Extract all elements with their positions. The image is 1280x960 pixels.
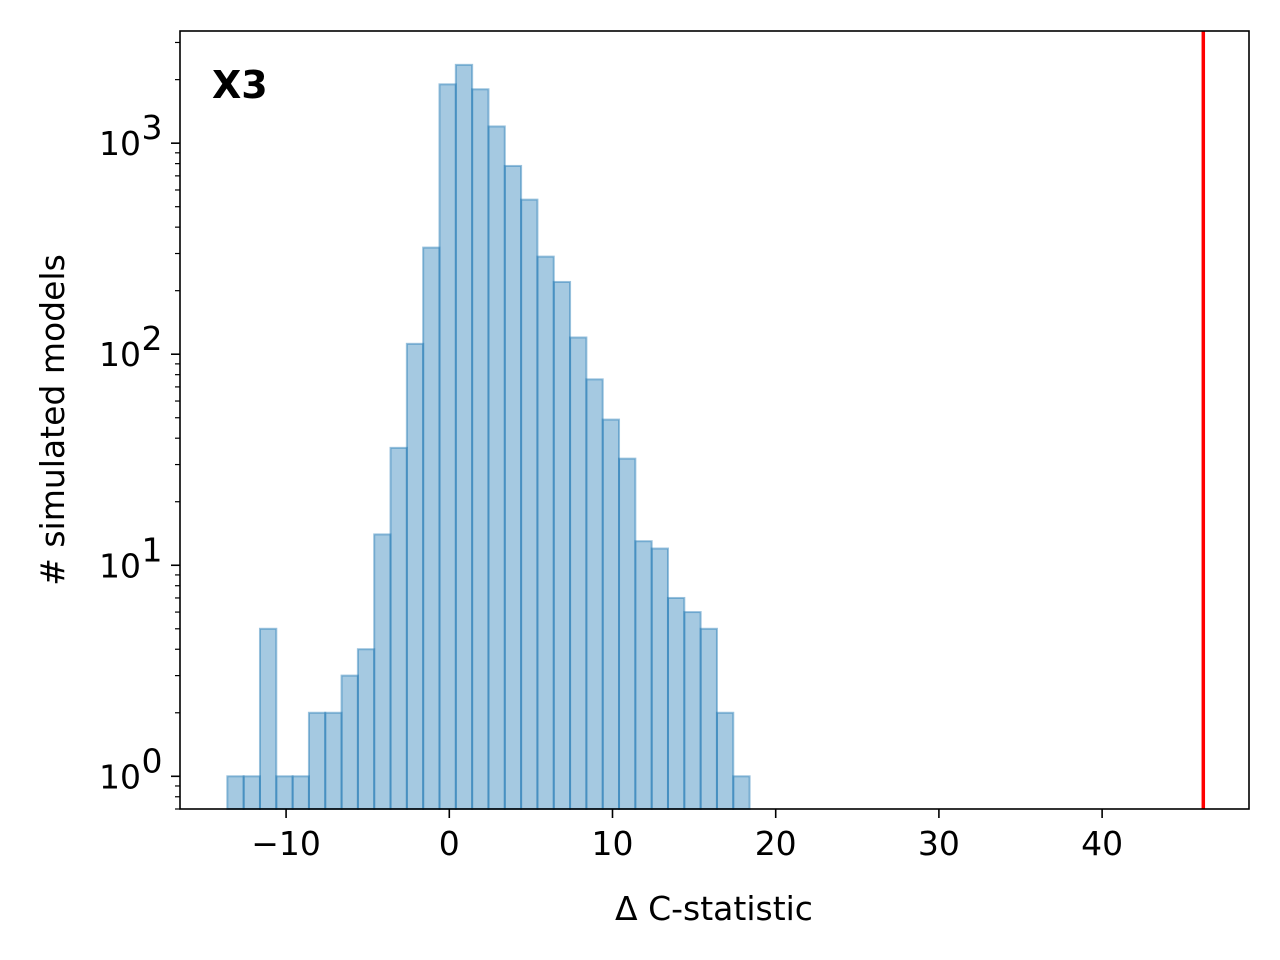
histogram-bar (487, 125, 506, 810)
x-tick-label: 0 (439, 824, 460, 863)
histogram-bar (715, 711, 735, 810)
histogram-bar (454, 63, 474, 810)
histogram-bar (389, 446, 408, 810)
histogram-bar (275, 775, 294, 811)
y-tick-label: 10 (99, 335, 141, 374)
histogram-bar (520, 198, 539, 811)
histogram-bar (634, 540, 653, 810)
histogram-bar (242, 775, 261, 811)
histogram-bar (618, 457, 637, 810)
histogram-bar (307, 711, 327, 810)
histogram-bar (569, 336, 588, 810)
histogram-bar (324, 711, 343, 810)
x-tick-label: −10 (251, 824, 321, 863)
y-tick-exponent: 1 (142, 530, 163, 569)
histogram-bar (601, 418, 621, 810)
histogram-bar (405, 342, 425, 810)
y-tick-exponent: 3 (142, 108, 163, 147)
histogram-bar (683, 611, 702, 811)
x-tick-label: 30 (918, 824, 960, 863)
histogram-bar (536, 255, 555, 811)
histogram-bar (373, 533, 392, 810)
histogram-bar (552, 280, 572, 810)
panel-label: X3 (212, 63, 268, 107)
x-tick-label: 40 (1081, 824, 1123, 863)
x-axis-ticks: −10 0 10 20 30 40 (251, 809, 1123, 863)
histogram-bar (503, 164, 523, 811)
x-tick-label: 10 (591, 824, 633, 863)
x-tick-label: 20 (755, 824, 797, 863)
histogram-bar (699, 627, 718, 810)
x-axis-label: Δ C-statistic (615, 889, 813, 928)
y-minor-ticks (175, 41, 180, 810)
y-tick-label: 10 (99, 757, 141, 796)
histogram-bar (422, 246, 441, 810)
y-axis-label: # simulated models (33, 254, 72, 586)
y-tick-label: 10 (99, 546, 141, 585)
histogram-bar (438, 83, 457, 810)
y-tick-exponent: 2 (142, 319, 163, 358)
y-tick-exponent: 0 (142, 741, 163, 780)
histogram-bar (291, 775, 310, 811)
histogram-bars (226, 63, 751, 811)
histogram-bar (356, 648, 376, 810)
y-tick-label: 10 (99, 124, 141, 163)
histogram-bar (732, 775, 751, 811)
histogram-bar (666, 596, 686, 810)
histogram-bar (471, 88, 490, 811)
histogram-bar (585, 378, 604, 810)
histogram-bar (650, 547, 669, 810)
histogram-bar (340, 674, 359, 811)
histogram-bar (258, 627, 278, 810)
histogram-bar (226, 775, 245, 811)
plot-frame (179, 30, 1250, 810)
